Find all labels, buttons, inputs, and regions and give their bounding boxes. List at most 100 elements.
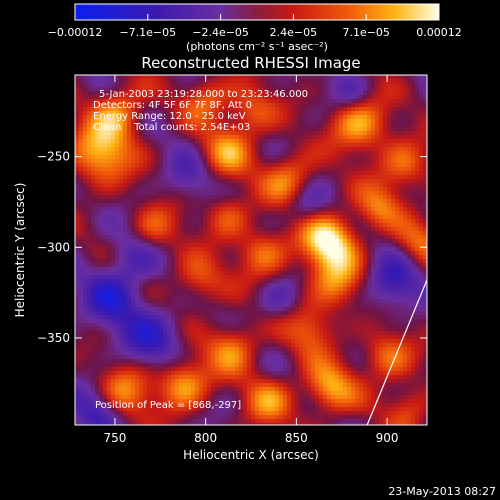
heatmap-cell — [387, 107, 391, 111]
heatmap-cell — [327, 179, 331, 183]
heatmap-cell — [339, 255, 343, 259]
heatmap-cell — [227, 243, 231, 247]
heatmap-cell — [323, 207, 327, 211]
heatmap-cell — [167, 171, 171, 175]
heatmap-cell — [371, 163, 375, 167]
heatmap-cell — [91, 231, 95, 235]
heatmap-cell — [295, 131, 299, 135]
heatmap-cell — [319, 207, 323, 211]
heatmap-cell — [183, 175, 187, 179]
heatmap-cell — [123, 287, 127, 291]
heatmap-cell — [303, 123, 307, 127]
heatmap-cell — [199, 211, 203, 215]
heatmap-cell — [415, 171, 419, 175]
heatmap-cell — [379, 275, 383, 279]
heatmap-cell — [175, 111, 179, 115]
heatmap-cell — [291, 279, 295, 283]
heatmap-cell — [119, 147, 123, 151]
heatmap-cell — [263, 107, 267, 111]
heatmap-cell — [391, 119, 395, 123]
heatmap-cell — [139, 207, 143, 211]
heatmap-cell — [303, 251, 307, 255]
heatmap-cell — [127, 239, 131, 243]
heatmap-cell — [291, 99, 295, 103]
heatmap-cell — [219, 75, 223, 79]
heatmap-cell — [195, 231, 199, 235]
heatmap-cell — [111, 275, 115, 279]
heatmap-cell — [363, 207, 367, 211]
heatmap-cell — [147, 131, 151, 135]
heatmap-cell — [167, 227, 171, 231]
heatmap-cell — [171, 203, 175, 207]
heatmap-cell — [75, 167, 79, 171]
heatmap-cell — [383, 95, 387, 99]
heatmap-cell — [323, 115, 327, 119]
heatmap-cell — [375, 287, 379, 291]
heatmap-cell — [115, 203, 119, 207]
heatmap-cell — [119, 151, 123, 155]
heatmap-cell — [147, 191, 151, 195]
heatmap-cell — [295, 263, 299, 267]
heatmap-cell — [91, 199, 95, 203]
heatmap-cell — [355, 175, 359, 179]
heatmap-cell — [167, 275, 171, 279]
heatmap-cell — [271, 167, 275, 171]
heatmap-cell — [267, 79, 271, 83]
heatmap-cell — [179, 139, 183, 143]
heatmap-cell — [359, 243, 363, 247]
heatmap-cell — [211, 139, 215, 143]
colorbar — [74, 3, 440, 21]
heatmap-cell — [263, 155, 267, 159]
heatmap-cell — [279, 87, 283, 91]
heatmap-cell — [419, 207, 423, 211]
heatmap-cell — [359, 255, 363, 259]
heatmap-cell — [123, 255, 127, 259]
heatmap-cell — [359, 235, 363, 239]
heatmap-cell — [299, 195, 303, 199]
heatmap-cell — [295, 151, 299, 155]
heatmap-cell — [107, 275, 111, 279]
heatmap-cell — [131, 195, 135, 199]
heatmap-cell — [319, 83, 323, 87]
heatmap-cell — [403, 135, 407, 139]
heatmap-cell — [399, 255, 403, 259]
heatmap-cell — [347, 183, 351, 187]
heatmap-cell — [387, 255, 391, 259]
heatmap-cell — [159, 143, 163, 147]
heatmap-cell — [235, 143, 239, 147]
heatmap-cell — [287, 207, 291, 211]
heatmap-cell — [339, 239, 343, 243]
heatmap-cell — [227, 127, 231, 131]
heatmap-cell — [275, 99, 279, 103]
heatmap-cell — [287, 223, 291, 227]
heatmap-cell — [351, 275, 355, 279]
heatmap-cell — [207, 255, 211, 259]
heatmap-cell — [223, 143, 227, 147]
heatmap-cell — [355, 91, 359, 95]
heatmap-cell — [327, 75, 331, 79]
heatmap-cell — [363, 267, 367, 271]
heatmap-cell — [255, 75, 259, 79]
heatmap-cell — [375, 275, 379, 279]
heatmap-cell — [363, 139, 367, 143]
heatmap-cell — [279, 211, 283, 215]
heatmap-cell — [327, 127, 331, 131]
heatmap-cell — [195, 147, 199, 151]
heatmap-cell — [131, 99, 135, 103]
heatmap-cell — [303, 215, 307, 219]
heatmap-cell — [307, 107, 311, 111]
heatmap-cell — [267, 287, 271, 291]
heatmap-cell — [327, 231, 331, 235]
heatmap-cell — [75, 143, 79, 147]
heatmap-cell — [91, 263, 95, 267]
heatmap-cell — [187, 79, 191, 83]
heatmap-cell — [275, 231, 279, 235]
heatmap-cell — [103, 179, 107, 183]
heatmap-cell — [307, 195, 311, 199]
heatmap-cell — [91, 163, 95, 167]
heatmap-cell — [359, 275, 363, 279]
heatmap-cell — [275, 155, 279, 159]
heatmap-cell — [399, 271, 403, 275]
heatmap-cell — [131, 179, 135, 183]
heatmap-cell — [311, 151, 315, 155]
